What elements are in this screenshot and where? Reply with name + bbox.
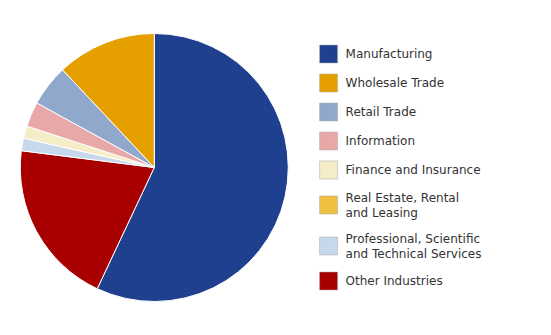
svg-text:and Technical Services: and Technical Services bbox=[346, 247, 482, 261]
svg-text:Information: Information bbox=[346, 134, 415, 148]
svg-text:Real Estate, Rental: Real Estate, Rental bbox=[346, 191, 459, 205]
svg-text:Wholesale Trade: Wholesale Trade bbox=[346, 76, 445, 90]
svg-text:Other Industries: Other Industries bbox=[346, 274, 443, 288]
svg-text:Manufacturing: Manufacturing bbox=[346, 47, 433, 61]
svg-text:Retail Trade: Retail Trade bbox=[346, 105, 417, 119]
svg-text:Finance and Insurance: Finance and Insurance bbox=[346, 163, 481, 177]
svg-text:Professional, Scientific: Professional, Scientific bbox=[346, 232, 480, 246]
svg-text:and Leasing: and Leasing bbox=[346, 206, 418, 220]
